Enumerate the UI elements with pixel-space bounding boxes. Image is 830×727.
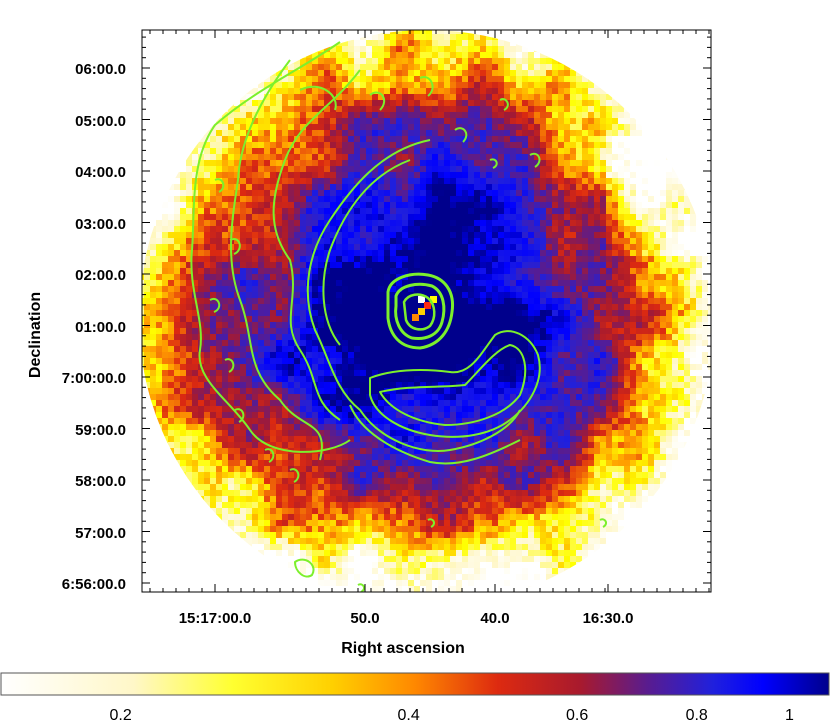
y-tick-label: 59:00.0 <box>75 422 126 439</box>
colorbar-tick-label: 0.4 <box>397 707 419 724</box>
contour-southwest-loop-2 <box>379 344 527 426</box>
colorbar-tick-label: 0.2 <box>109 707 131 724</box>
colorbar-tick-label: 0.8 <box>686 707 708 724</box>
plot-frame <box>141 29 712 593</box>
colorbar: 0.2 0.4 0.6 0.8 1 <box>0 672 830 724</box>
contour-inner-arc-2 <box>322 159 411 346</box>
contour-core-inner <box>402 293 436 331</box>
y-axis: 06:00.0 05:00.0 04:00.0 03:00.0 02:00.0 … <box>62 61 126 593</box>
colorbar-gradient <box>0 672 830 696</box>
y-tick-label: 7:00:00.0 <box>62 370 126 387</box>
contour-southwest-loop <box>369 330 541 438</box>
x-tick-label: 50.0 <box>350 610 379 627</box>
x-axis-title: Right ascension <box>341 640 465 657</box>
contour-core-outer <box>386 272 455 350</box>
heatmap-image <box>142 30 711 592</box>
contour-east-filament-2 <box>230 59 323 461</box>
y-tick-label: 6:56:00.0 <box>62 576 126 593</box>
y-tick-label: 05:00.0 <box>75 113 126 130</box>
contour-core-mid <box>394 282 446 340</box>
y-tick-label: 58:00.0 <box>75 473 126 490</box>
contour-east-filament-1 <box>190 41 351 453</box>
contour-east-blobs <box>209 178 300 483</box>
x-tick-label: 15:17:00.0 <box>179 610 252 627</box>
x-axis: 15:17:00.0 50.0 40.0 16:30.0 <box>179 610 634 627</box>
y-tick-label: 57:00.0 <box>75 525 126 542</box>
contour-overlay <box>190 41 607 592</box>
contour-south-arc <box>349 404 521 465</box>
y-tick-label: 01:00.0 <box>75 319 126 336</box>
contour-north-blobs <box>299 76 541 169</box>
contour-east-filament-3 <box>272 69 361 421</box>
y-tick-label: 06:00.0 <box>75 61 126 78</box>
y-tick-label: 04:00.0 <box>75 164 126 181</box>
x-tick-label: 16:30.0 <box>583 610 634 627</box>
y-axis-title: Declination <box>27 292 44 378</box>
x-tick-label: 40.0 <box>480 610 509 627</box>
y-tick-label: 03:00.0 <box>75 216 126 233</box>
colorbar-tick-label: 0.6 <box>566 707 588 724</box>
contour-inner-arc <box>306 139 521 452</box>
axis-ticks <box>142 30 711 592</box>
colorbar-tick-label: 1 <box>785 707 794 724</box>
y-tick-label: 02:00.0 <box>75 267 126 284</box>
contour-south-blobs <box>294 518 607 592</box>
